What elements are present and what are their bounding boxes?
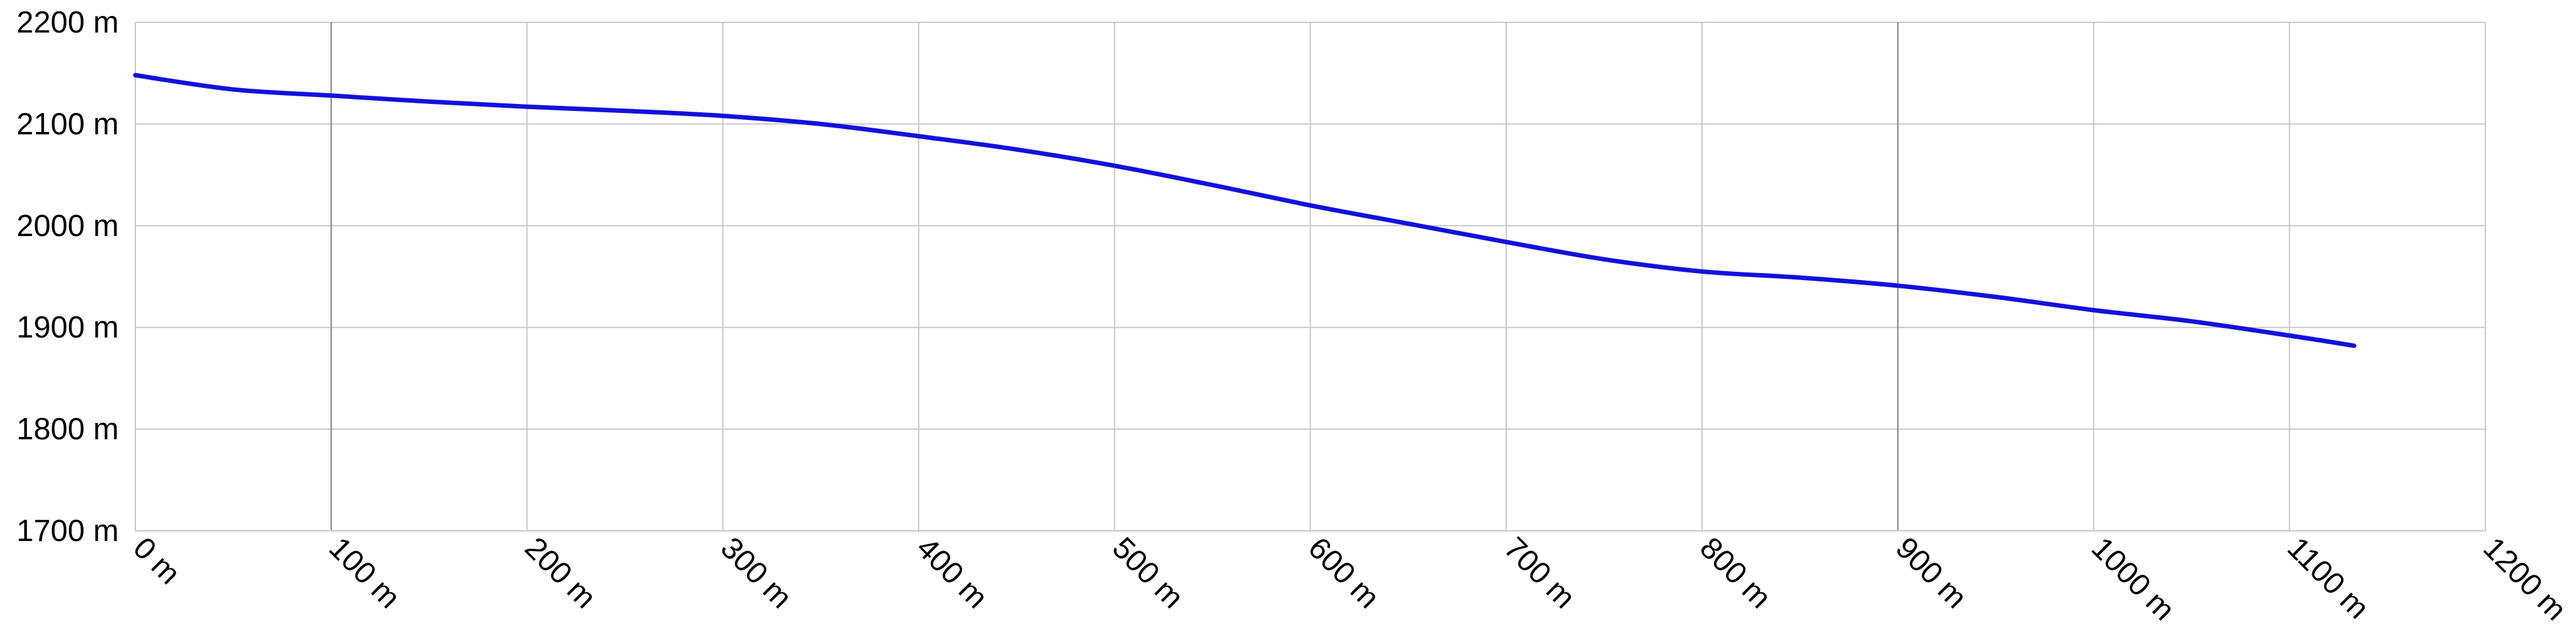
x-tick-label: 1200 m: [2476, 531, 2573, 627]
x-tick-label: 100 m: [322, 531, 407, 615]
x-tick-label: 300 m: [714, 531, 798, 615]
x-tick-label: 200 m: [518, 531, 603, 615]
x-tick-label: 700 m: [1497, 531, 1581, 615]
series-layer: [133, 73, 2356, 348]
y-tick-label: 2000 m: [17, 209, 119, 243]
x-axis-tick-labels: 0 m 100 m 200 m 300 m 400 m 500 m 600 m 700 m 80…: [126, 531, 2573, 627]
x-tick-label: 0 m: [126, 531, 186, 591]
y-tick-label: 1800 m: [17, 413, 119, 447]
x-tick-label: 800 m: [1693, 531, 1777, 615]
x-tick-label: 500 m: [1106, 531, 1190, 615]
elevation-series-line: [133, 73, 2356, 348]
axes: [135, 22, 2485, 531]
y-tick-label: 2100 m: [17, 107, 119, 141]
y-tick-label: 1700 m: [17, 514, 119, 548]
grid: [135, 22, 2486, 531]
x-tick-label: 600 m: [1302, 531, 1386, 615]
x-tick-label: 1000 m: [2085, 531, 2181, 627]
y-tick-label: 1900 m: [17, 311, 119, 345]
y-axis-tick-labels: 1700 m 1800 m 1900 m 2000 m 2100 m 2200 m: [17, 6, 119, 548]
y-tick-label: 2200 m: [17, 6, 119, 40]
x-tick-label: 1100 m: [2280, 531, 2375, 625]
x-tick-label: 400 m: [910, 531, 994, 615]
x-tick-label: 900 m: [1889, 531, 1973, 615]
